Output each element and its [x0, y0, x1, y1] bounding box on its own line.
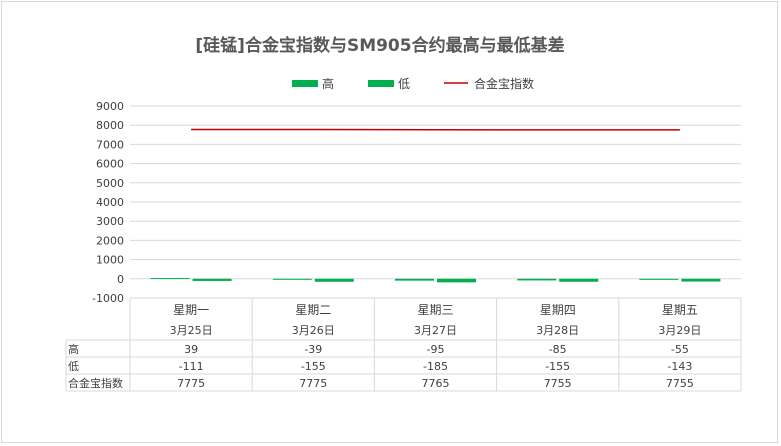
legend-label: 高 [322, 76, 334, 91]
chart-title: [硅锰]合金宝指数与SM905合约最高与最低基差 [195, 35, 564, 56]
y-tick-label: 1000 [96, 254, 124, 267]
bar-低 [192, 278, 232, 281]
bar-高 [517, 278, 557, 281]
y-tick-label: 7000 [96, 138, 124, 151]
y-axis: -1000 0 1000 2000 3000 4000 5000 6000 7000 8000 90… [92, 100, 124, 305]
bar-高 [395, 278, 434, 281]
bars [150, 278, 721, 283]
category-label: 星期一 [173, 303, 209, 317]
data-label: -39 [304, 343, 322, 356]
category-label: 星期二 [295, 303, 331, 317]
legend-swatch [368, 80, 394, 87]
y-tick-label: 2000 [96, 234, 124, 247]
data-label: 7755 [544, 377, 572, 390]
data-table: 星期一 3月25日 星期二 3月26日 星期三 3月27日 星期四 3月28日 星期五 3月29日… [65, 298, 742, 392]
y-tick-label: -1000 [92, 292, 124, 305]
bar-低 [437, 278, 476, 283]
row-label: 合金宝指数 [68, 376, 123, 390]
bar-低 [314, 278, 354, 282]
y-tick-label: 9000 [96, 100, 124, 113]
data-label: 39 [184, 343, 198, 356]
date-label: 3月25日 [170, 324, 213, 337]
date-label: 3月27日 [414, 324, 457, 337]
data-label: -155 [301, 360, 326, 373]
date-label: 3月26日 [292, 324, 335, 337]
row-label: 低 [68, 360, 79, 373]
data-label: 7775 [177, 377, 205, 390]
data-label: -55 [671, 343, 689, 356]
row-label: 高 [68, 342, 79, 356]
data-label: 7755 [666, 377, 694, 390]
y-tick-label: 3000 [96, 215, 124, 228]
data-label: -85 [549, 343, 567, 356]
data-label: -185 [423, 360, 448, 373]
y-tick-label: 5000 [96, 177, 124, 190]
bar-高 [639, 278, 679, 280]
y-tick-label: 6000 [96, 158, 124, 171]
bar-高 [272, 278, 312, 280]
data-label: -155 [545, 360, 570, 373]
y-tick-label: 8000 [96, 119, 124, 132]
legend: 高 低 合金宝指数 [292, 76, 534, 91]
bar-高 [150, 278, 190, 280]
data-label: 7765 [422, 377, 450, 390]
bar-低 [559, 278, 599, 282]
gridlines [130, 105, 741, 299]
date-label: 3月29日 [658, 324, 701, 337]
category-label: 星期四 [540, 303, 576, 317]
bar-低 [681, 278, 721, 282]
legend-label: 合金宝指数 [474, 76, 534, 91]
category-label: 星期三 [417, 303, 453, 317]
data-label: -111 [179, 360, 204, 373]
date-label: 3月28日 [536, 324, 579, 337]
category-label: 星期五 [662, 303, 698, 317]
legend-swatch [292, 80, 318, 87]
data-label: -143 [667, 360, 692, 373]
y-tick-label: 0 [117, 273, 124, 286]
data-label: 7775 [299, 377, 327, 390]
legend-label: 低 [398, 77, 410, 91]
y-tick-label: 4000 [96, 196, 124, 209]
data-label: -95 [427, 343, 445, 356]
